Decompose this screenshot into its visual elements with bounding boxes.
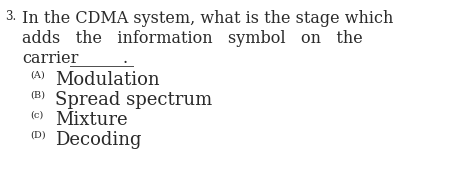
Text: Modulation: Modulation	[55, 71, 159, 89]
Text: (B): (B)	[30, 91, 45, 100]
Text: 3.: 3.	[5, 10, 16, 23]
Text: Mixture: Mixture	[55, 111, 127, 129]
Text: ________: ________	[70, 50, 134, 67]
Text: (c): (c)	[30, 111, 43, 120]
Text: Spread spectrum: Spread spectrum	[55, 91, 212, 109]
Text: Decoding: Decoding	[55, 131, 141, 149]
Text: carrier: carrier	[22, 50, 78, 67]
Text: .: .	[123, 50, 128, 67]
Text: In the CDMA system, what is the stage which: In the CDMA system, what is the stage wh…	[22, 10, 393, 27]
Text: adds   the   information   symbol   on   the: adds the information symbol on the	[22, 30, 362, 47]
Text: (A): (A)	[30, 71, 45, 80]
Text: (D): (D)	[30, 131, 46, 140]
